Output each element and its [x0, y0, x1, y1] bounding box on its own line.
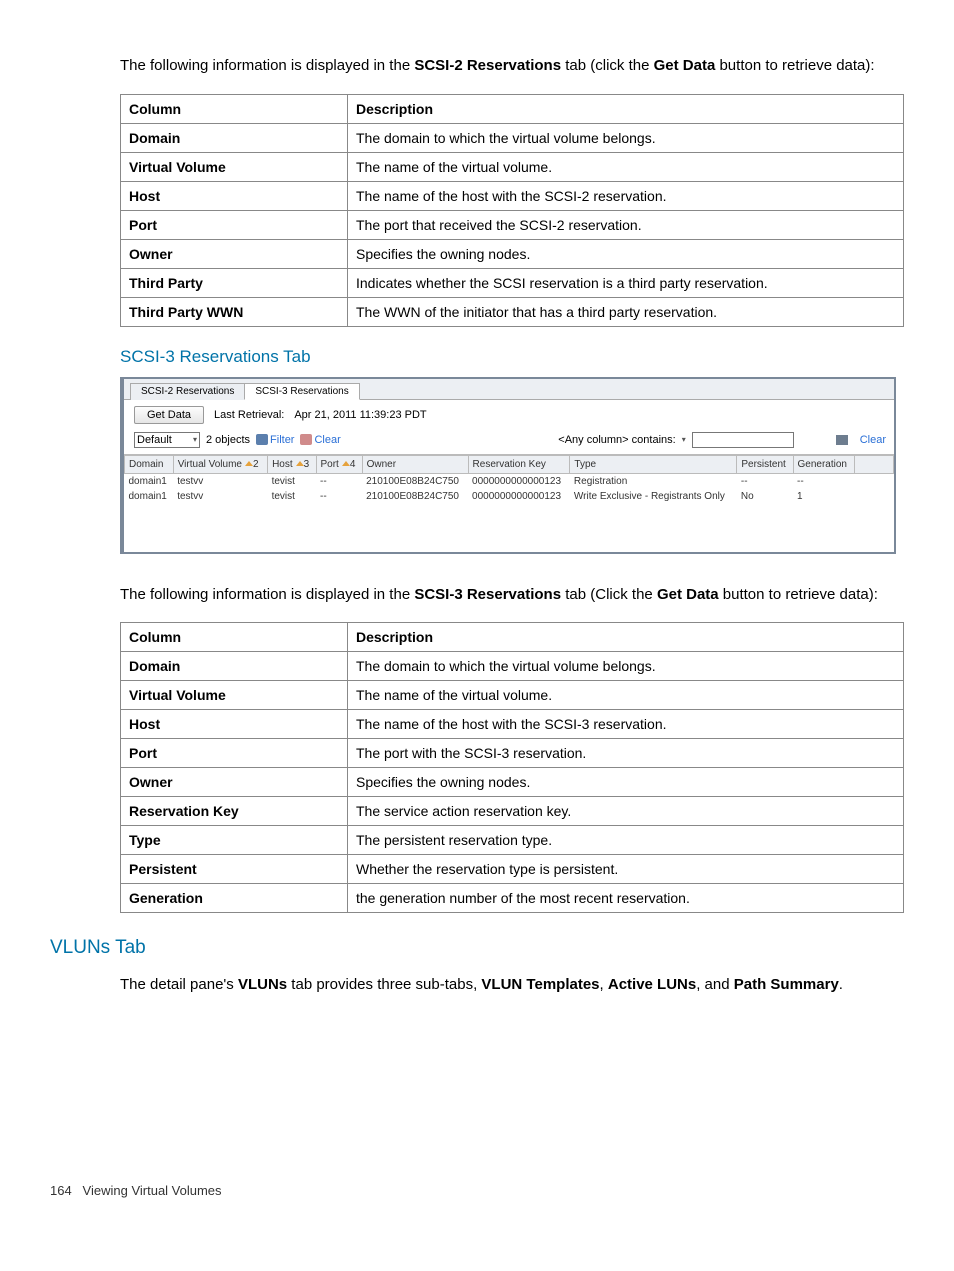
intro2-d: Get Data [657, 586, 719, 603]
data-grid: Domain Virtual Volume2 Host3 Port4 Owner… [124, 455, 894, 552]
cell-desc: The persistent reservation type. [348, 826, 904, 855]
filter-link[interactable]: Filter [256, 434, 294, 446]
cell-col: Port [121, 739, 348, 768]
chevron-down-icon: ▾ [193, 435, 197, 444]
last-retrieval-label: Last Retrieval: [214, 409, 284, 421]
grid-head-spacer [855, 455, 894, 473]
grid-head-owner[interactable]: Owner [362, 455, 468, 473]
intro1-a: The following information is displayed i… [120, 57, 414, 74]
cell-desc: The service action reservation key. [348, 797, 904, 826]
view-select[interactable]: Default ▾ [134, 432, 200, 448]
intro2-e: button to retrieve data): [719, 586, 878, 603]
cell-col: Owner [121, 768, 348, 797]
intro-scsi3: The following information is displayed i… [120, 584, 904, 607]
page-footer: 164 Viewing Virtual Volumes [50, 1183, 904, 1198]
export-icon[interactable] [836, 435, 848, 445]
cell-desc: The port that received the SCSI-2 reserv… [348, 210, 904, 239]
table-row[interactable]: domain1 testvv tevist -- 210100E08B24C75… [125, 473, 894, 489]
grid-head-rkey[interactable]: Reservation Key [468, 455, 570, 473]
select-value: Default [137, 434, 172, 446]
vluns-title: VLUNs Tab [50, 937, 904, 959]
cell-col: Third Party WWN [121, 297, 348, 326]
cell-col: Persistent [121, 855, 348, 884]
grid-head-host[interactable]: Host3 [268, 455, 316, 473]
vluns-text: The detail pane's VLUNs tab provides thr… [120, 974, 904, 997]
cell-col: Domain [121, 652, 348, 681]
toolbar-row1: Get Data Last Retrieval: Apr 21, 2011 11… [124, 400, 894, 430]
grid-head-port[interactable]: Port4 [316, 455, 362, 473]
intro2-b: SCSI-3 Reservations [414, 586, 561, 603]
intro1-b: SCSI-2 Reservations [414, 57, 561, 74]
cell-col: Generation [121, 884, 348, 913]
cell-col: Domain [121, 123, 348, 152]
toolbar-row2: Default ▾ 2 objects Filter Clear <Any co… [124, 430, 894, 455]
cell-col: Type [121, 826, 348, 855]
get-data-button[interactable]: Get Data [134, 406, 204, 424]
cell-col: Virtual Volume [121, 681, 348, 710]
cell-desc: The domain to which the virtual volume b… [348, 652, 904, 681]
cell-desc: The port with the SCSI-3 reservation. [348, 739, 904, 768]
col-header: Column [121, 623, 348, 652]
contains-caret[interactable]: ▾ [682, 435, 686, 444]
cell-col: Host [121, 710, 348, 739]
cell-col: Owner [121, 239, 348, 268]
last-retrieval-value: Apr 21, 2011 11:39:23 PDT [294, 409, 426, 421]
cell-desc: the generation number of the most recent… [348, 884, 904, 913]
page-number: 164 [50, 1183, 72, 1198]
cell-col: Reservation Key [121, 797, 348, 826]
grid-head-vv[interactable]: Virtual Volume2 [173, 455, 267, 473]
scsi3-section-title: SCSI-3 Reservations Tab [120, 347, 904, 367]
objects-count: 2 objects [206, 434, 250, 446]
cell-col: Port [121, 210, 348, 239]
grid-head-domain[interactable]: Domain [125, 455, 174, 473]
tab-scsi3[interactable]: SCSI-3 Reservations [244, 383, 359, 400]
desc-header: Description [348, 623, 904, 652]
cell-desc: Whether the reservation type is persiste… [348, 855, 904, 884]
sort-icon [296, 461, 304, 466]
scsi2-table: Column Description DomainThe domain to w… [120, 94, 904, 327]
tab-bar: SCSI-2 Reservations SCSI-3 Reservations [124, 379, 894, 400]
tab-scsi2[interactable]: SCSI-2 Reservations [130, 383, 245, 400]
intro1-d: Get Data [654, 57, 716, 74]
sort-icon [342, 461, 350, 466]
clear-filter-link[interactable]: Clear [300, 434, 340, 446]
cell-desc: Specifies the owning nodes. [348, 239, 904, 268]
cell-desc: Specifies the owning nodes. [348, 768, 904, 797]
cell-desc: The WWN of the initiator that has a thir… [348, 297, 904, 326]
intro2-a: The following information is displayed i… [120, 586, 414, 603]
footer-section: Viewing Virtual Volumes [83, 1183, 222, 1198]
table-row[interactable]: domain1 testvv tevist -- 210100E08B24C75… [125, 489, 894, 504]
contains-label: <Any column> contains: [558, 434, 675, 446]
intro1-e: button to retrieve data): [715, 57, 874, 74]
grid-head-generation[interactable]: Generation [793, 455, 854, 473]
clear-link[interactable]: Clear [860, 434, 886, 446]
cell-col: Host [121, 181, 348, 210]
cell-desc: The name of the host with the SCSI-3 res… [348, 710, 904, 739]
intro1-c: tab (click the [561, 57, 654, 74]
cell-desc: Indicates whether the SCSI reservation i… [348, 268, 904, 297]
clear-icon [300, 434, 312, 445]
scsi3-table: Column Description DomainThe domain to w… [120, 622, 904, 913]
scsi3-panel: SCSI-2 Reservations SCSI-3 Reservations … [120, 377, 896, 554]
contains-input[interactable] [692, 432, 794, 448]
grid-head-persistent[interactable]: Persistent [737, 455, 793, 473]
desc-header: Description [348, 94, 904, 123]
sort-icon [245, 461, 253, 466]
cell-desc: The name of the virtual volume. [348, 681, 904, 710]
cell-desc: The name of the virtual volume. [348, 152, 904, 181]
filter-icon [256, 434, 268, 445]
col-header: Column [121, 94, 348, 123]
intro-scsi2: The following information is displayed i… [120, 55, 904, 78]
intro2-c: tab (Click the [561, 586, 657, 603]
cell-desc: The domain to which the virtual volume b… [348, 123, 904, 152]
grid-head-type[interactable]: Type [570, 455, 737, 473]
cell-col: Virtual Volume [121, 152, 348, 181]
cell-col: Third Party [121, 268, 348, 297]
cell-desc: The name of the host with the SCSI-2 res… [348, 181, 904, 210]
